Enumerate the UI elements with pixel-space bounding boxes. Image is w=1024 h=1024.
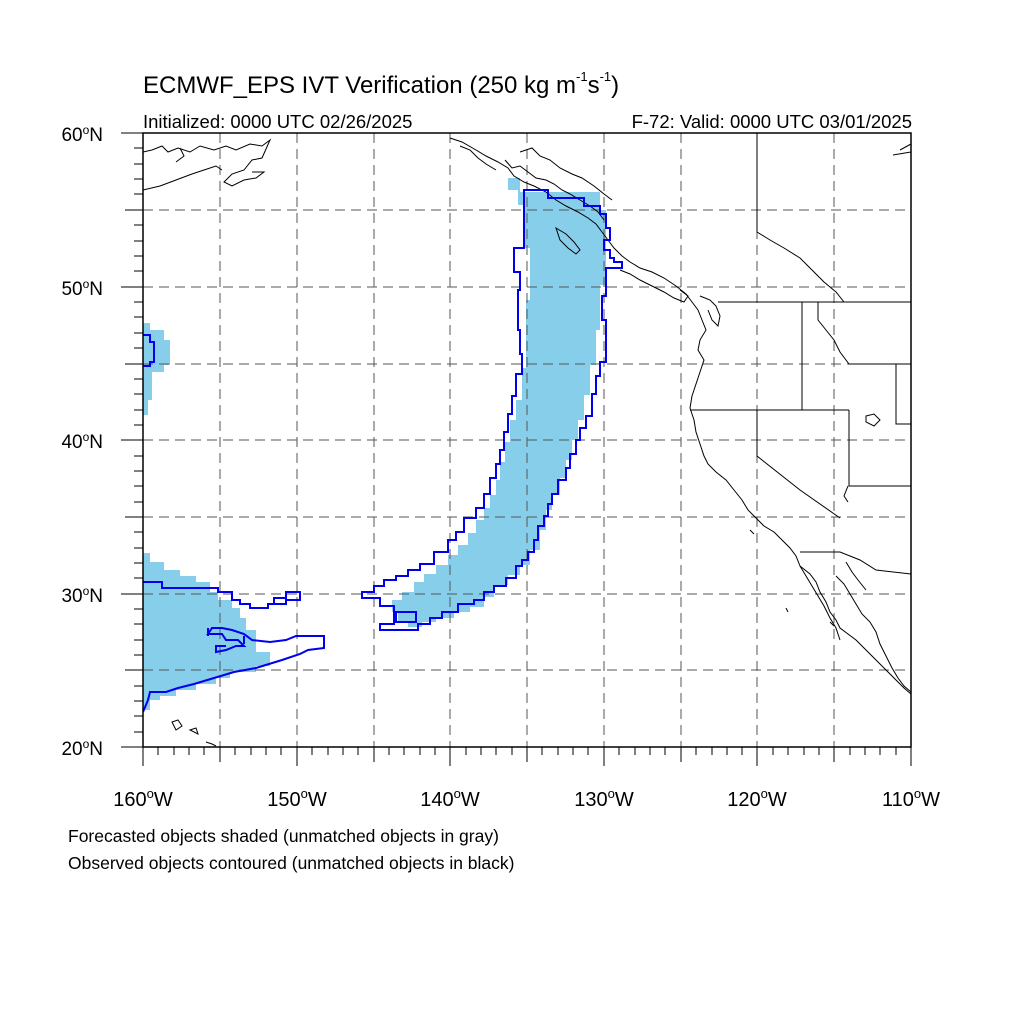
lat-label-60: 60oN	[61, 123, 103, 146]
lat-label-20: 20oN	[61, 737, 103, 760]
lon-label-140: 140oW	[420, 786, 480, 811]
valid-time: F-72: Valid: 0000 UTC 03/01/2025	[631, 111, 912, 132]
lon-label-150: 150oW	[267, 786, 327, 811]
lon-label-160: 160oW	[113, 786, 173, 811]
lon-label-130: 130oW	[574, 786, 634, 811]
forecast-object-river	[392, 178, 606, 627]
axis-ticks	[121, 132, 912, 766]
lon-label-120: 120oW	[727, 786, 787, 811]
chart-title: ECMWF_EPS IVT Verification (250 kg m-1s-…	[143, 69, 620, 99]
lon-label-110: 110oW	[882, 786, 940, 811]
observed-objects	[143, 189, 623, 713]
observed-object-southwest	[143, 581, 301, 609]
observed-object-west	[143, 334, 155, 367]
longitude-labels: 160oW 150oW 140oW 130oW 120oW 110oW	[113, 786, 940, 811]
lat-label-50: 50oN	[61, 277, 103, 300]
graticule	[143, 133, 911, 747]
note-forecast: Forecasted objects shaded (unmatched obj…	[68, 826, 499, 846]
latitude-labels: 60oN 50oN 40oN 30oN 20oN	[61, 123, 103, 760]
forecast-object-southwest	[143, 553, 270, 710]
initialized-time: Initialized: 0000 UTC 02/26/2025	[143, 111, 413, 132]
observed-object-river	[361, 189, 623, 631]
note-observed: Observed objects contoured (unmatched ob…	[68, 853, 515, 873]
forecast-object-west	[143, 323, 170, 415]
lat-label-30: 30oN	[61, 584, 103, 607]
lat-label-40: 40oN	[61, 430, 103, 453]
coastlines	[143, 133, 911, 747]
